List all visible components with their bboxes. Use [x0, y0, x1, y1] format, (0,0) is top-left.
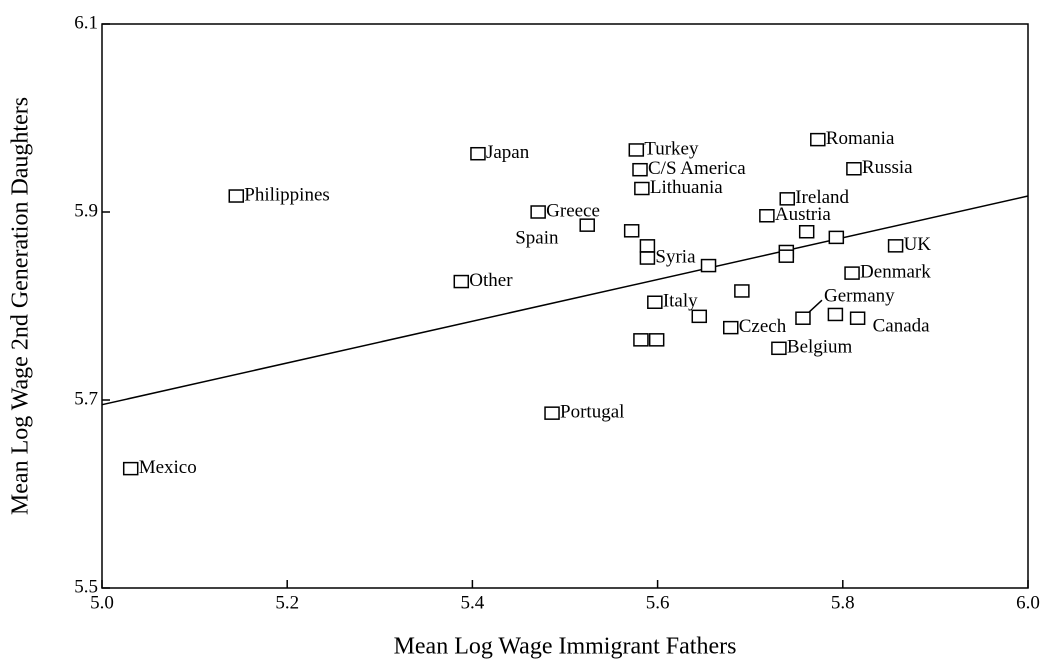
point [122, 461, 139, 476]
point [723, 320, 739, 335]
point [798, 224, 815, 239]
x-tick-label: 5.2 [275, 592, 299, 613]
point [228, 189, 245, 203]
y-tick-label: 6.1 [74, 12, 98, 33]
point-label: Belgium [787, 337, 853, 358]
x-tick-label: 6.0 [1016, 592, 1040, 613]
point [827, 307, 844, 322]
point [648, 333, 665, 347]
point-label: Syria [655, 246, 696, 267]
point-label: Ireland [795, 187, 849, 208]
point-label: Greece [546, 200, 600, 221]
point-label: Other [469, 270, 513, 291]
point [849, 311, 866, 325]
point-label: Portugal [560, 402, 624, 423]
x-tick-label: 5.4 [461, 592, 485, 613]
point-label: Lithuania [650, 177, 723, 198]
point-label: Mexico [139, 457, 197, 478]
plot-frame [101, 23, 1029, 589]
point-label: UK [904, 234, 932, 255]
point [844, 266, 860, 280]
point-label: Italy [663, 291, 698, 312]
y-tick-label: 5.7 [74, 388, 98, 409]
point [887, 239, 904, 253]
point-label: Canada [873, 316, 931, 337]
point [639, 251, 656, 265]
point [771, 341, 787, 356]
point [633, 333, 649, 347]
point [544, 406, 560, 420]
x-tick-label: 5.0 [90, 592, 114, 613]
point [810, 132, 826, 147]
point [795, 311, 811, 325]
point-label: Russia [862, 157, 913, 178]
x-tick-label: 5.6 [646, 592, 670, 613]
point-label: Turkey [644, 138, 699, 159]
point-label: Japan [486, 142, 530, 163]
point [779, 192, 795, 206]
point [828, 230, 845, 245]
point [623, 224, 640, 238]
point-label: Romania [826, 128, 895, 149]
point [778, 249, 795, 263]
point [628, 143, 645, 157]
leader-line [808, 299, 823, 313]
point [759, 209, 775, 223]
x-tick-label: 5.8 [831, 592, 855, 613]
x-axis-title: Mean Log Wage Immigrant Fathers [394, 634, 737, 660]
point [470, 146, 486, 161]
point [632, 162, 648, 177]
point-label: Austria [775, 204, 832, 225]
point-label: C/S America [648, 158, 746, 179]
point-label: Denmark [860, 261, 931, 282]
point-label: Spain [515, 228, 559, 249]
point [530, 205, 546, 219]
point-label: Germany [824, 286, 895, 307]
y-tick-label: 5.9 [74, 200, 98, 221]
point [700, 258, 717, 273]
point-label: Czech [739, 316, 787, 337]
fit-line [101, 195, 1029, 406]
point [734, 284, 750, 298]
point-label: Philippines [244, 184, 330, 205]
point [691, 309, 708, 324]
y-tick-label: 5.5 [74, 576, 98, 597]
point [579, 218, 595, 232]
y-axis-title: Mean Log Wage 2nd Generation Daughters [8, 97, 34, 515]
point [634, 181, 650, 196]
point [647, 295, 663, 309]
point [846, 162, 862, 176]
point [639, 239, 656, 253]
point [453, 274, 470, 289]
